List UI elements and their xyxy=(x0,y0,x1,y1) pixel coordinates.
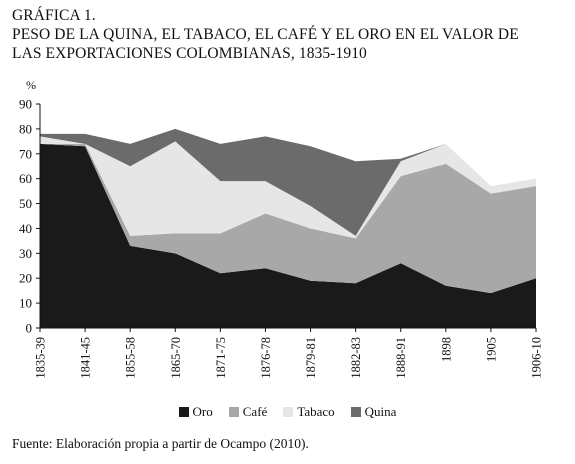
x-tick-label-1871-75: 1871-75 xyxy=(214,337,228,379)
y-tick-label-20: 20 xyxy=(19,271,32,286)
legend-label-oro: Oro xyxy=(192,404,213,419)
legend-label-caf-: Café xyxy=(242,404,268,419)
y-tick-label-10: 10 xyxy=(19,296,32,311)
y-tick-label-70: 70 xyxy=(19,146,32,161)
x-tick-label-1879-81: 1879-81 xyxy=(304,337,318,379)
figure-header: GRÁFICA 1. PESO DE LA QUINA, EL TABACO, … xyxy=(12,6,568,63)
x-tick-label-1876-78: 1876-78 xyxy=(259,337,273,379)
chart-title-line-2: LAS EXPORTACIONES COLOMBIANAS, 1835-1910 xyxy=(12,45,367,62)
x-tick-label-1888-91: 1888-91 xyxy=(394,337,408,379)
stacked-area-chart: 0 10 20 30 40 50 60 70 80 90% 1835-39 1841-45 1855-5… xyxy=(19,78,544,379)
chart-title-line-1: PESO DE LA QUINA, EL TABACO, EL CAFÉ Y E… xyxy=(12,26,519,43)
area-series-caf- xyxy=(40,143,536,294)
legend-swatch-caf- xyxy=(228,407,239,417)
legend-item-tabaco: Tabaco xyxy=(283,404,335,420)
x-tick-label-1841-45: 1841-45 xyxy=(79,337,93,379)
y-tick-label-50: 50 xyxy=(19,196,32,211)
chart-legend: Oro Café Tabaco Quina xyxy=(0,404,575,420)
y-tick-label-80: 80 xyxy=(19,121,32,136)
legend-item-oro: Oro xyxy=(178,404,213,420)
x-tick-label-1906-10: 1906-10 xyxy=(530,337,544,379)
legend-swatch-tabaco xyxy=(283,407,294,417)
legend-swatch-oro xyxy=(178,407,189,417)
x-tick-label-1855-58: 1855-58 xyxy=(124,337,138,379)
y-tick-label-60: 60 xyxy=(19,171,32,186)
figure-label: GRÁFICA 1. xyxy=(12,7,96,24)
area-series-tabaco xyxy=(40,136,536,239)
legend-item-quina: Quina xyxy=(350,404,397,420)
y-tick-label-30: 30 xyxy=(19,246,32,261)
y-tick-label-0: 0 xyxy=(26,321,33,336)
x-tick-label-1835-39: 1835-39 xyxy=(34,337,48,379)
y-tick-label-40: 40 xyxy=(19,221,32,236)
area-series-quina xyxy=(40,128,536,236)
x-tick-label-1882-83: 1882-83 xyxy=(349,337,363,379)
y-axis-label: % xyxy=(26,78,36,92)
legend-label-quina: Quina xyxy=(364,404,397,419)
source-note: Fuente: Elaboración propia a partir de O… xyxy=(12,436,309,451)
legend-swatch-quina xyxy=(350,407,361,417)
legend-item-caf-: Café xyxy=(228,404,268,420)
legend-label-tabaco: Tabaco xyxy=(297,404,335,419)
x-tick-label-1905: 1905 xyxy=(484,337,498,362)
x-tick-label-1865-70: 1865-70 xyxy=(169,337,183,379)
x-tick-label-1898: 1898 xyxy=(439,337,453,362)
area-series-oro xyxy=(40,143,536,328)
y-tick-label-90: 90 xyxy=(19,97,32,112)
